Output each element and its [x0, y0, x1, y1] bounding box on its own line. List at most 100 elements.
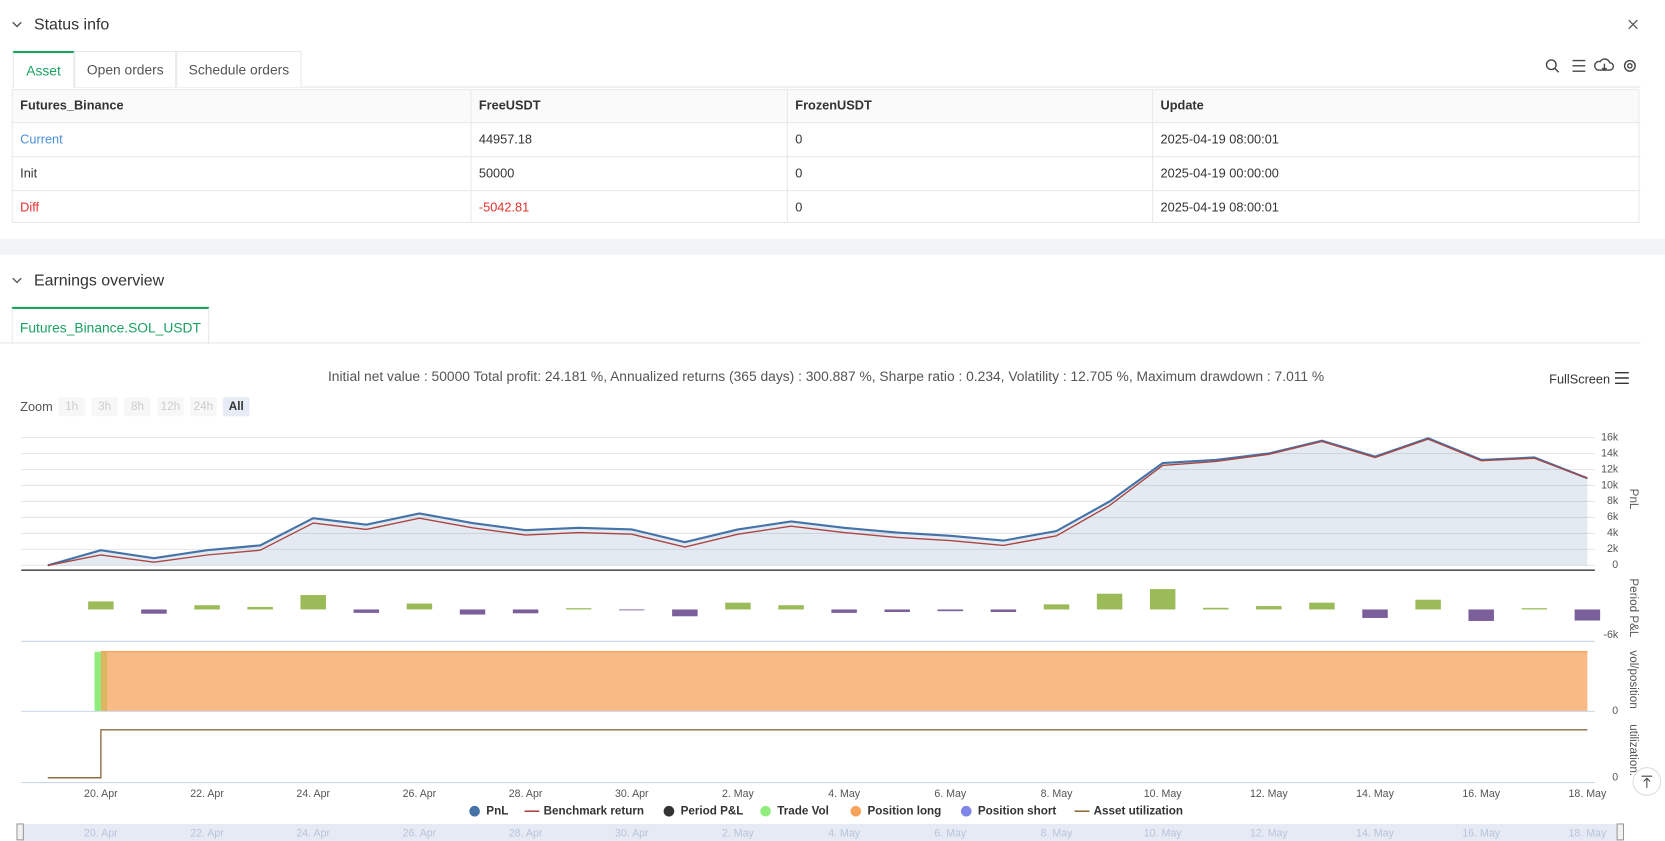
bar [300, 595, 326, 610]
close-icon[interactable] [1628, 19, 1638, 30]
axis-title: utilization. [1627, 724, 1640, 776]
zoom-button[interactable]: 12h [157, 397, 184, 417]
area [47, 438, 1588, 566]
legend-item[interactable]: Trade Vol [760, 804, 829, 817]
legend-label: PnL [486, 804, 508, 817]
bar [831, 609, 857, 613]
column-divider [1152, 89, 1154, 223]
row-divider [11, 190, 1641, 192]
section-title: Status info [33, 15, 110, 34]
bar [353, 609, 380, 613]
tab[interactable]: Asset [12, 50, 75, 89]
download-icon[interactable] [1594, 58, 1615, 72]
bar [1574, 609, 1601, 621]
x-tick-label: 4. May [828, 788, 861, 800]
bar [672, 609, 698, 617]
x-tick-label: 14. May [1356, 788, 1394, 800]
area [100, 651, 1588, 712]
bar [619, 609, 645, 611]
table-header-cell: FrozenUSDT [795, 97, 872, 113]
tab[interactable]: Futures_Binance.SOL_USDT [11, 306, 210, 345]
zoom-label: Zoom [20, 399, 53, 415]
legend-label: Position short [978, 804, 1056, 817]
legend-item[interactable]: Benchmark return [524, 804, 645, 817]
x-tick-label: 30. Apr [615, 788, 649, 800]
legend-symbol [469, 805, 480, 817]
bar [725, 602, 751, 610]
line [47, 729, 1588, 779]
row-divider [11, 156, 1641, 158]
collapse-icon[interactable] [12, 21, 22, 28]
y-tick-label: 14k [1601, 447, 1619, 459]
table-cell: 2025-04-19 08:00:01 [1160, 131, 1279, 147]
legend-item[interactable]: PnL [469, 804, 508, 817]
x-tick-label: 26. Apr [403, 788, 437, 800]
legend-item[interactable]: Position short [960, 804, 1056, 817]
section-gap [0, 238, 1665, 255]
line [47, 438, 1588, 567]
collapse-icon[interactable] [12, 277, 22, 284]
legend-item[interactable]: Position long [850, 804, 942, 817]
bar [565, 608, 592, 610]
zoom-button[interactable]: 3h [91, 397, 118, 417]
x-tick-label: 28. Apr [509, 788, 543, 800]
menu-icon[interactable] [1614, 372, 1629, 384]
bar [141, 609, 167, 614]
y-tick-label: 0 [1612, 705, 1618, 717]
search-icon[interactable] [1545, 59, 1557, 71]
y-tick-label: 8k [1607, 495, 1619, 507]
bar [1149, 589, 1176, 610]
navigator-handle[interactable] [1616, 823, 1625, 841]
zoom-button[interactable]: 1h [58, 397, 85, 417]
bar [1468, 609, 1494, 621]
y-tick-label: 0 [1612, 772, 1618, 784]
settings-icon[interactable] [1623, 59, 1636, 72]
bar [1096, 593, 1123, 610]
x-tick-label: 8. May [1041, 788, 1074, 800]
zoom-button[interactable]: All [222, 397, 250, 417]
table-cell: Current [20, 131, 63, 147]
bar [88, 601, 114, 610]
column-divider [786, 89, 788, 223]
y-tick-label: 2k [1607, 543, 1619, 555]
fullscreen-button[interactable]: FullScreen [1549, 371, 1611, 387]
line [47, 437, 1588, 567]
tab[interactable]: Open orders [74, 50, 177, 88]
bar [937, 609, 964, 612]
x-tick-label: 6. May [934, 788, 967, 800]
bar [778, 605, 804, 610]
x-tick-label: 16. May [1462, 788, 1500, 800]
x-tick-label: 22. Apr [190, 788, 224, 800]
row-divider [11, 122, 1641, 124]
bar [1203, 607, 1229, 610]
tab[interactable]: Schedule orders [176, 50, 302, 88]
bar [406, 603, 433, 610]
scroll-top-icon [1641, 775, 1653, 788]
legend-label: Trade Vol [777, 804, 829, 817]
legend-item[interactable]: Asset utilization [1074, 804, 1183, 817]
y-tick-label: 0 [1612, 559, 1618, 571]
zoom-button[interactable]: 8h [124, 397, 151, 417]
x-tick-label: 20. Apr [84, 788, 118, 800]
table-header-cell: Update [1160, 97, 1204, 113]
zoom-button[interactable]: 24h [190, 397, 217, 417]
summary: Initial net value : 50000 Total profit: … [327, 368, 1325, 385]
bar [247, 606, 273, 610]
bar [1043, 604, 1070, 610]
legend-symbol [850, 805, 862, 817]
table-header-cell: FreeUSDT [478, 97, 541, 113]
list-icon[interactable] [1572, 59, 1586, 72]
legend-symbol [960, 805, 972, 817]
x-tick-label: 12. May [1250, 788, 1288, 800]
x-tick-label: 24. Apr [296, 788, 330, 800]
bar [1521, 608, 1548, 610]
legend-item[interactable]: Period P&L [663, 804, 744, 817]
legend-label: Benchmark return [544, 804, 644, 817]
y-tick-label: -6k [1603, 629, 1618, 641]
axis-title: PnL [1627, 489, 1640, 510]
y-tick-label: 12k [1601, 463, 1619, 475]
navigator-handle[interactable] [16, 823, 24, 841]
